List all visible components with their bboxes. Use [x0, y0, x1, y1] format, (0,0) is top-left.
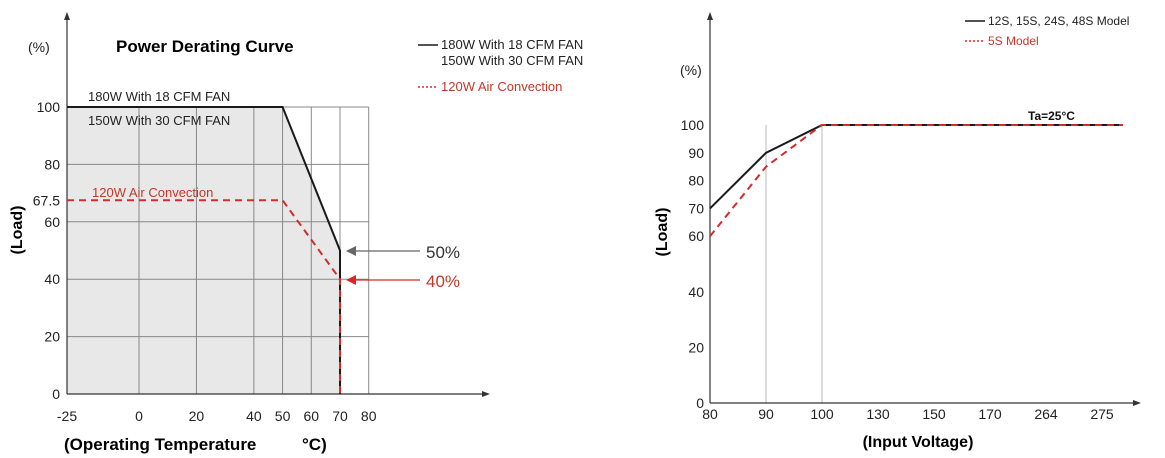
y-tick-label: 100	[37, 99, 61, 115]
chart2-y-unit: (%)	[680, 62, 702, 78]
chart2-grid	[765, 125, 823, 403]
y-axis-arrow	[64, 12, 70, 20]
y-tick-label: 60	[44, 214, 60, 230]
y-tick-label: 40	[44, 271, 60, 287]
chart1-solid-label-1: 180W With 18 CFM FAN	[88, 89, 230, 104]
chart1-x-label: (Operating Temperature	[64, 435, 256, 454]
chart1-series	[67, 106, 341, 394]
chart2-annotation: Ta=25°C	[1028, 109, 1075, 123]
arrow-40pct-head	[346, 275, 356, 285]
x-axis-arrow	[1133, 400, 1141, 406]
x-tick-label: 80	[361, 408, 377, 424]
y-tick-label: 60	[688, 228, 704, 244]
y-tick-label: 20	[688, 339, 704, 355]
series-line-120w	[67, 199, 341, 394]
y-tick-label: 0	[696, 395, 704, 411]
x-tick-label: 130	[866, 406, 890, 422]
x-tick-label: 50	[275, 408, 291, 424]
chart1-legend-solid-2: 150W With 30 CFM FAN	[441, 53, 583, 68]
y-tick-label: 70	[688, 200, 704, 216]
chart1-x-label-unit: °C)	[302, 435, 327, 454]
y-tick-label: 67.5	[33, 192, 60, 208]
x-tick-label: 170	[978, 406, 1002, 422]
x-tick-label: 20	[189, 408, 205, 424]
x-tick-label: 0	[135, 408, 143, 424]
y-tick-label: 0	[52, 386, 60, 402]
chart2-legend-solid: 12S, 15S, 24S, 48S Model	[988, 14, 1129, 28]
chart2-x-label: (Input Voltage)	[863, 434, 974, 451]
y-tick-label: 90	[688, 145, 704, 161]
chart1-y-unit: (%)	[28, 39, 50, 55]
y-tick-label: 20	[44, 329, 60, 345]
x-tick-label: 275	[1090, 406, 1114, 422]
y-tick-label: 80	[44, 156, 60, 172]
x-tick-label: 264	[1034, 406, 1058, 422]
series-line-180w-150w	[67, 106, 341, 394]
chart2-y-label: (Load)	[654, 208, 671, 257]
chart1-dashed-label: 120W Air Convection	[92, 185, 213, 200]
x-tick-label: 80	[702, 406, 718, 422]
chart1-legend-solid-1: 180W With 18 CFM FAN	[441, 37, 583, 52]
series-line-5s	[709, 124, 1123, 237]
chart1-label-50pct: 50%	[426, 243, 460, 262]
chart1-ticks: -25 0 20 40 50 60 70 80 0 20 40 60 67.5 80 100	[33, 99, 377, 424]
arrow-50pct-head	[346, 246, 356, 256]
chart1-axes	[64, 12, 490, 397]
x-axis-arrow	[482, 391, 490, 397]
input-voltage-chart: 80 90 100 130 150 170 264 275 0 20 40 60 70 80 90 100 (…	[654, 12, 1141, 451]
x-tick-label: 70	[332, 408, 348, 424]
y-axis-arrow	[707, 12, 713, 20]
y-tick-label: 40	[688, 284, 704, 300]
chart1-legend: 180W With 18 CFM FAN 150W With 30 CFM FA…	[418, 37, 583, 94]
chart1-legend-dashed: 120W Air Convection	[441, 79, 562, 94]
x-tick-label: -25	[57, 408, 77, 424]
series-line-12s-48s	[709, 124, 1123, 210]
chart1-shaded-area	[67, 107, 340, 394]
shaded-region	[67, 107, 340, 394]
y-tick-label: 100	[681, 117, 705, 133]
chart1-y-label: (Load)	[9, 206, 26, 255]
chart2-legend: 12S, 15S, 24S, 48S Model 5S Model	[965, 14, 1129, 48]
chart1-label-40pct: 40%	[426, 272, 460, 291]
chart2-series	[709, 124, 1123, 237]
x-tick-label: 150	[922, 406, 946, 422]
y-tick-label: 80	[688, 173, 704, 189]
x-tick-label: 40	[246, 408, 262, 424]
power-derating-chart: -25 0 20 40 50 60 70 80 0 20 40 60 67.5 80 100 Power D…	[9, 12, 583, 454]
x-tick-label: 100	[810, 406, 834, 422]
chart2-legend-dashed: 5S Model	[988, 34, 1039, 48]
chart1-solid-label-2: 150W With 30 CFM FAN	[88, 113, 230, 128]
chart2-ticks: 80 90 100 130 150 170 264 275 0 20 40 60 70 80 90 100	[681, 117, 1114, 422]
x-tick-label: 90	[758, 406, 774, 422]
x-tick-label: 60	[303, 408, 319, 424]
chart2-axes	[707, 12, 1141, 406]
chart1-title: Power Derating Curve	[116, 37, 294, 56]
chart1-arrows	[346, 246, 420, 285]
